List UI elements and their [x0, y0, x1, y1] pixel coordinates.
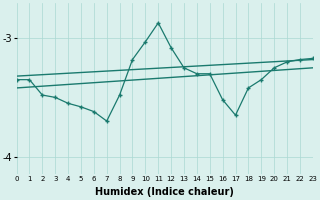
X-axis label: Humidex (Indice chaleur): Humidex (Indice chaleur) [95, 187, 234, 197]
